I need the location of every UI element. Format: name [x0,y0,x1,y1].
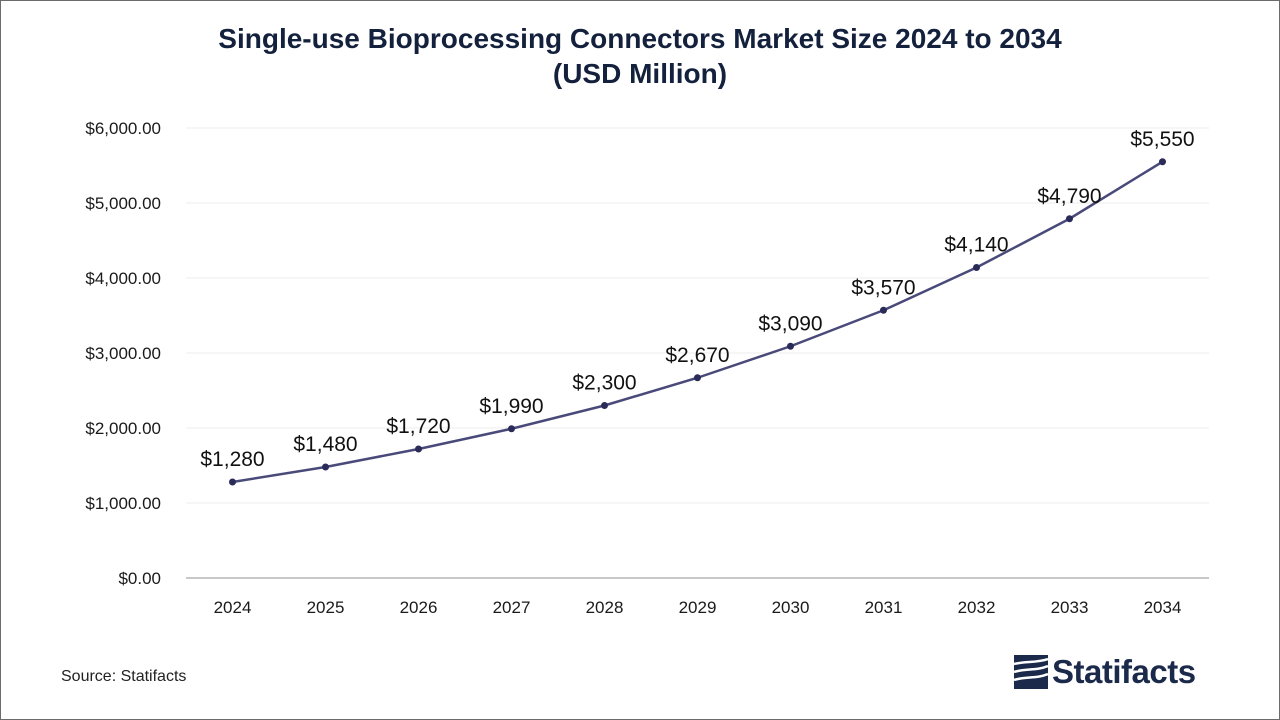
y-tick-label: $6,000.00 [85,119,161,138]
data-points [229,158,1166,486]
x-tick-label: 2029 [679,598,717,617]
data-point [973,264,980,271]
data-point [415,445,422,453]
source-note: Source: Statifacts [61,668,187,685]
x-tick-label: 2024 [214,598,252,617]
data-point [601,402,608,409]
chart-title: Single-use Bioprocessing Connectors Mark… [1,21,1279,91]
x-axis-ticks: 2024 2025 2026 2027 2028 2029 2030 2031 2032 2033… [214,598,1182,617]
statifacts-logo-text: Statifacts [1052,653,1196,690]
data-label: $5,550 [1130,128,1194,151]
y-tick-label: $0.00 [118,569,161,588]
statifacts-logo: Statifacts [1014,653,1196,691]
data-label: $3,570 [851,276,915,299]
x-tick-label: 2034 [1144,598,1182,617]
data-labels: $1,280 $1,480 $1,720 $1,990 $2,300 $2,670 $3,0… [200,128,1194,471]
statifacts-logo-icon [1014,655,1048,689]
data-point [880,306,887,314]
data-point [787,342,794,350]
data-label: $2,300 [572,372,636,395]
x-tick-label: 2025 [307,598,345,617]
x-tick-label: 2032 [958,598,996,617]
data-point [1066,215,1073,223]
x-tick-label: 2030 [772,598,810,617]
x-tick-label: 2026 [400,598,438,617]
data-point [508,425,515,433]
data-label: $1,990 [479,395,543,418]
chart-title-line-1: Single-use Bioprocessing Connectors Mark… [218,23,1062,54]
data-label: $4,140 [944,234,1008,257]
y-tick-label: $1,000.00 [85,494,161,513]
grid-lines [186,127,1209,504]
x-tick-label: 2027 [493,598,531,617]
x-tick-label: 2028 [586,598,624,617]
series-line [232,160,1164,484]
x-tick-label: 2033 [1051,598,1089,617]
y-tick-label: $4,000.00 [85,269,161,288]
data-label: $1,720 [386,415,450,438]
data-point [229,478,236,486]
data-label: $2,670 [665,344,729,367]
x-tick-label: 2031 [865,598,903,617]
y-tick-label: $2,000.00 [85,419,161,438]
data-label: $1,480 [293,433,357,456]
data-point [1159,158,1166,166]
data-label: $3,090 [758,312,822,335]
data-point [694,374,701,382]
y-tick-label: $5,000.00 [85,194,161,213]
y-tick-label: $3,000.00 [85,344,161,363]
data-point [322,463,329,471]
y-axis-ticks: $0.00 $1,000.00 $2,000.00 $3,000.00 $4,000.0… [85,119,161,588]
data-label: $4,790 [1037,185,1101,208]
chart-title-line-2: (USD Million) [552,58,728,89]
data-label: $1,280 [200,448,264,471]
